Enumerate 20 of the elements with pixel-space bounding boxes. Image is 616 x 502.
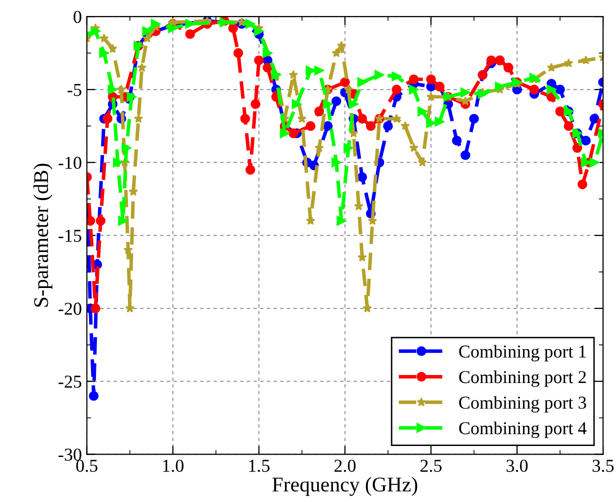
x-axis-title: Frequency (GHz) (272, 476, 418, 496)
y-axis-title: S-parameter (dB) (33, 164, 52, 307)
x-tick-label: 1.0 (163, 460, 184, 472)
legend-label: Combining port 3 (459, 396, 586, 412)
legend-label: Combining port 1 (459, 344, 586, 362)
y-tick-label: -25 (58, 376, 82, 388)
legend-label: Combining port 4 (459, 422, 587, 438)
legend-label: Combining port 2 (459, 370, 586, 387)
x-tick-label: 3.5 (592, 460, 614, 472)
x-tick-label: 1.5 (249, 460, 270, 472)
y-tick-label: -10 (58, 156, 82, 169)
x-tick-label: 0.5 (76, 460, 98, 472)
y-tick-label: -5 (68, 84, 82, 96)
x-tick-label: 3.0 (506, 460, 528, 472)
x-tick-label: 2.5 (420, 460, 442, 472)
y-tick-label: -30 (58, 448, 82, 461)
y-tick-label: -20 (58, 302, 82, 315)
y-tick-label: -15 (58, 230, 82, 242)
x-tick-label: 2.0 (334, 460, 356, 472)
y-tick-label: 0 (74, 10, 82, 24)
